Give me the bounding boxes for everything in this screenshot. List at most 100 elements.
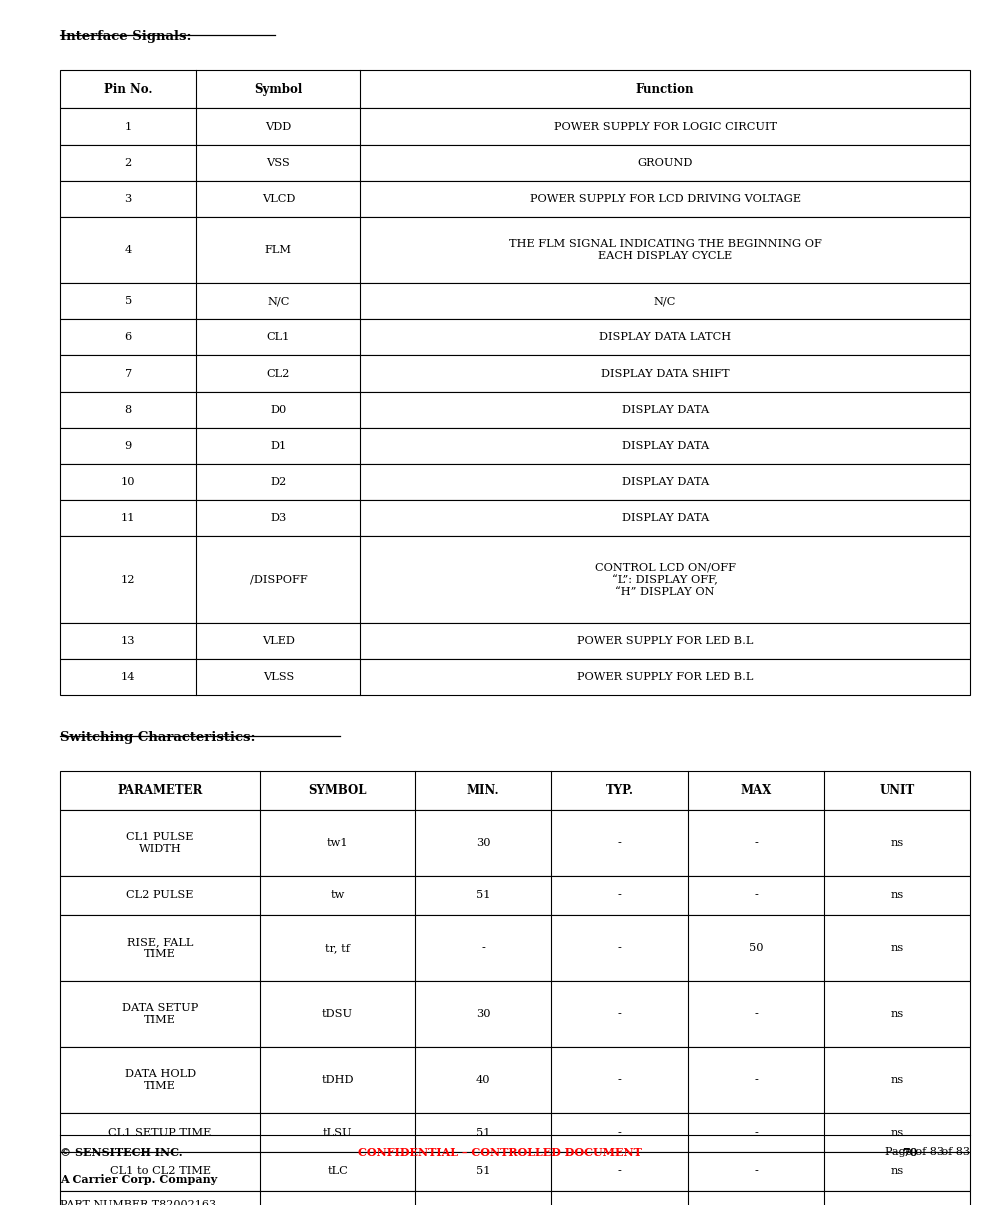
Text: POWER SUPPLY FOR LOGIC CIRCUIT: POWER SUPPLY FOR LOGIC CIRCUIT — [554, 122, 777, 131]
Text: -: - — [754, 837, 758, 848]
Text: DISPLAY DATA: DISPLAY DATA — [622, 477, 709, 487]
Text: tDHD: tDHD — [321, 1075, 354, 1086]
Text: -: - — [618, 1075, 622, 1086]
Text: 8: 8 — [125, 405, 132, 415]
Text: D2: D2 — [270, 477, 287, 487]
Bar — [60, 536, 970, 623]
Bar — [60, 659, 970, 695]
Text: tr, tf: tr, tf — [325, 942, 350, 953]
Text: Switching Characteristics:: Switching Characteristics: — [60, 731, 256, 745]
Text: CONTROL LCD ON/OFF
“L”: DISPLAY OFF,
“H” DISPLAY ON: CONTROL LCD ON/OFF “L”: DISPLAY OFF, “H”… — [595, 563, 736, 596]
Text: -: - — [618, 890, 622, 900]
Text: CL1: CL1 — [267, 333, 290, 342]
Text: RISE, FALL
TIME: RISE, FALL TIME — [127, 937, 193, 958]
Text: CL1 PULSE
WIDTH: CL1 PULSE WIDTH — [126, 833, 194, 853]
Text: Interface Signals:: Interface Signals: — [60, 30, 192, 43]
Text: 30: 30 — [476, 837, 490, 848]
Text: 1: 1 — [125, 122, 132, 131]
Text: 4: 4 — [125, 245, 132, 255]
Text: Function: Function — [636, 83, 694, 95]
Text: DISPLAY DATA: DISPLAY DATA — [622, 441, 709, 451]
Text: DISPLAY DATA: DISPLAY DATA — [622, 513, 709, 523]
Text: ns: ns — [891, 1128, 904, 1138]
Text: tLSU: tLSU — [323, 1128, 352, 1138]
Text: tDSU: tDSU — [322, 1009, 353, 1019]
Text: N/C: N/C — [654, 296, 676, 306]
Text: DISPLAY DATA: DISPLAY DATA — [622, 405, 709, 415]
Text: Symbol: Symbol — [254, 83, 303, 95]
Text: A Carrier Corp. Company: A Carrier Corp. Company — [60, 1174, 217, 1185]
Bar — [60, 319, 970, 355]
Text: 5: 5 — [125, 296, 132, 306]
Text: 30: 30 — [476, 1009, 490, 1019]
Bar — [60, 181, 970, 217]
Text: 11: 11 — [121, 513, 135, 523]
Text: VDD: VDD — [265, 122, 292, 131]
Text: DATA HOLD
TIME: DATA HOLD TIME — [125, 1070, 196, 1091]
Text: FLM: FLM — [265, 245, 292, 255]
Bar — [60, 70, 970, 108]
Text: GROUND: GROUND — [637, 158, 693, 167]
Text: Page: Page — [885, 1147, 916, 1157]
Text: of 83: of 83 — [938, 1147, 970, 1157]
Text: 7: 7 — [125, 369, 132, 378]
Bar — [60, 145, 970, 181]
Text: CL1 SETUP TIME: CL1 SETUP TIME — [108, 1128, 212, 1138]
Text: MAX: MAX — [741, 784, 772, 797]
Text: D0: D0 — [270, 405, 287, 415]
Bar — [60, 623, 970, 659]
Text: 10: 10 — [121, 477, 135, 487]
Text: ns: ns — [891, 1009, 904, 1019]
Text: DATA SETUP
TIME: DATA SETUP TIME — [122, 1004, 198, 1024]
Text: -: - — [618, 1009, 622, 1019]
Bar — [60, 1191, 970, 1205]
Text: -: - — [481, 942, 485, 953]
Text: ns: ns — [891, 1075, 904, 1086]
Text: 13: 13 — [121, 636, 135, 646]
Bar — [60, 283, 970, 319]
Text: 12: 12 — [121, 575, 135, 584]
Text: 40: 40 — [476, 1075, 490, 1086]
Text: VLED: VLED — [262, 636, 295, 646]
Text: -: - — [754, 1075, 758, 1086]
Text: D1: D1 — [270, 441, 287, 451]
Bar — [60, 1113, 970, 1152]
Text: ns: ns — [891, 1166, 904, 1176]
Text: DISPLAY DATA LATCH: DISPLAY DATA LATCH — [599, 333, 731, 342]
Bar — [60, 392, 970, 428]
Text: PARAMETER: PARAMETER — [117, 784, 203, 797]
Text: 51: 51 — [476, 1166, 490, 1176]
Text: POWER SUPPLY FOR LCD DRIVING VOLTAGE: POWER SUPPLY FOR LCD DRIVING VOLTAGE — [530, 194, 801, 204]
Text: -: - — [618, 942, 622, 953]
Text: -: - — [618, 1128, 622, 1138]
Text: UNIT: UNIT — [880, 784, 915, 797]
Text: VLSS: VLSS — [263, 672, 294, 682]
Text: 3: 3 — [125, 194, 132, 204]
Text: of 83: of 83 — [912, 1147, 944, 1157]
Text: tLC: tLC — [327, 1166, 348, 1176]
Text: -: - — [754, 1166, 758, 1176]
Bar — [60, 428, 970, 464]
Bar — [60, 500, 970, 536]
Text: THE FLM SIGNAL INDICATING THE BEGINNING OF
EACH DISPLAY CYCLE: THE FLM SIGNAL INDICATING THE BEGINNING … — [509, 240, 822, 260]
Text: DISPLAY DATA SHIFT: DISPLAY DATA SHIFT — [601, 369, 729, 378]
Bar — [60, 464, 970, 500]
Text: -: - — [618, 1166, 622, 1176]
Text: 2: 2 — [125, 158, 132, 167]
Text: 50: 50 — [749, 942, 763, 953]
Text: PART NUMBER T82002163: PART NUMBER T82002163 — [60, 1200, 216, 1205]
Text: 51: 51 — [476, 890, 490, 900]
Text: SYMBOL: SYMBOL — [308, 784, 367, 797]
Text: -: - — [618, 837, 622, 848]
Text: POWER SUPPLY FOR LED B.L: POWER SUPPLY FOR LED B.L — [577, 636, 753, 646]
Bar — [60, 108, 970, 145]
Bar — [60, 810, 970, 876]
Text: tw1: tw1 — [327, 837, 348, 848]
Text: -: - — [754, 1009, 758, 1019]
Text: ns: ns — [891, 837, 904, 848]
Text: 14: 14 — [121, 672, 135, 682]
Text: N/C: N/C — [267, 296, 290, 306]
Bar — [60, 915, 970, 981]
Text: CL2: CL2 — [267, 369, 290, 378]
Bar — [60, 217, 970, 283]
